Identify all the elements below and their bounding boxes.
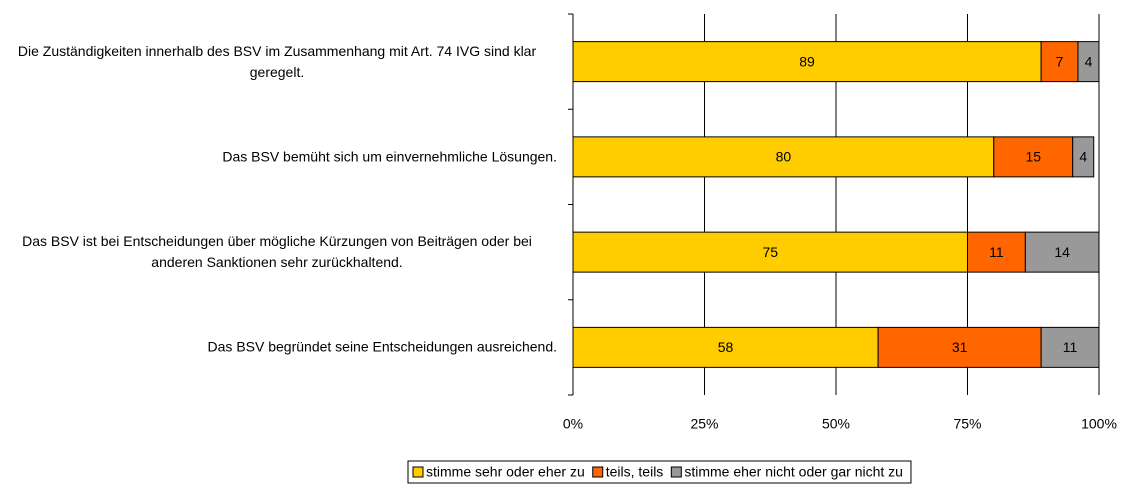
data-label: 31 [952, 339, 968, 355]
bar-segment [572, 326, 879, 368]
x-tick-label: 100% [1081, 416, 1117, 432]
bar-segment [1077, 41, 1100, 83]
x-tick-label: 25% [690, 416, 718, 432]
category-label: Die Zuständigkeiten innerhalb des BSV im… [0, 41, 557, 83]
x-tick-label: 0% [563, 416, 583, 432]
category-label: Das BSV begründet seine Entscheidungen a… [0, 337, 557, 358]
bar-segment [993, 136, 1074, 178]
legend-label: stimme sehr oder eher zu [426, 464, 585, 480]
category-text: Das BSV begründet seine Entscheidungen a… [207, 338, 557, 355]
bar-segment [1040, 326, 1100, 368]
bar-segment [1072, 136, 1095, 178]
data-label: 4 [1079, 149, 1087, 165]
data-label: 58 [718, 339, 734, 355]
legend-label: stimme eher nicht oder gar nicht zu [684, 464, 903, 480]
bar-segment [572, 136, 995, 178]
category-text: Die Zuständigkeiten innerhalb des BSV im… [17, 42, 537, 80]
data-label: 14 [1054, 244, 1070, 260]
category-text: Das BSV ist bei Entscheidungen über mögl… [22, 233, 532, 271]
legend-box [407, 460, 912, 484]
bar-segment [1040, 41, 1079, 83]
data-label: 75 [762, 244, 778, 260]
legend: stimme sehr oder eher zu teils, teils stim… [407, 460, 912, 484]
legend-swatch [592, 466, 604, 478]
data-label: 7 [1056, 53, 1064, 69]
data-label: 4 [1085, 53, 1093, 69]
x-tick-label: 75% [953, 416, 981, 432]
data-label: 80 [776, 149, 792, 165]
category-label: Das BSV bemüht sich um einvernehmliche L… [0, 146, 557, 167]
legend-swatch [670, 466, 682, 478]
legend-swatch [412, 466, 424, 478]
bar-segment [1024, 231, 1100, 273]
data-label: 89 [799, 53, 815, 69]
data-label: 15 [1025, 149, 1041, 165]
bar-segment [877, 326, 1042, 368]
data-label: 11 [989, 244, 1004, 260]
bar-segment [572, 231, 968, 273]
bar-segment [967, 231, 1026, 273]
legend-label: teils, teils [606, 464, 664, 480]
x-tick-label: 50% [822, 416, 850, 432]
category-label: Das BSV ist bei Entscheidungen über mögl… [0, 231, 557, 273]
category-text: Das BSV bemüht sich um einvernehmliche L… [222, 148, 557, 165]
data-label: 11 [1063, 339, 1078, 355]
